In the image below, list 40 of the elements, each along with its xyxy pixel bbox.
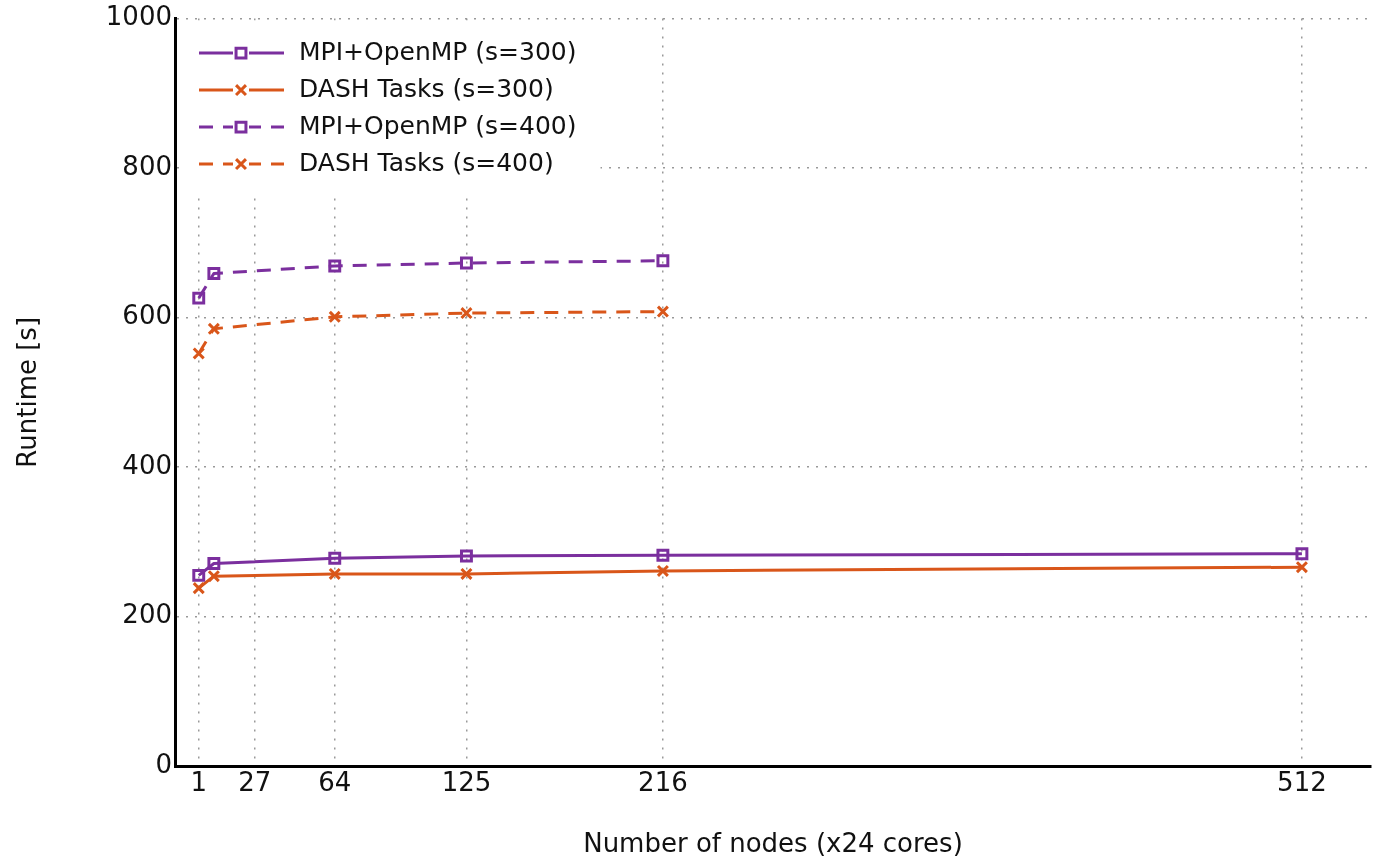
y-tick-label: 0 (155, 748, 172, 779)
y-tick-label: 400 (122, 449, 172, 480)
point (656, 305, 670, 319)
point (656, 548, 670, 562)
point (328, 551, 342, 565)
x-tick-label: 27 (238, 767, 272, 798)
point (459, 567, 473, 581)
y-tick-label: 800 (122, 150, 172, 181)
y-tick-label: 1000 (105, 1, 172, 32)
legend-label: MPI+OpenMP (s=300) (299, 36, 577, 66)
x-tick-label: 125 (441, 767, 492, 798)
y-tick-label: 200 (122, 599, 172, 630)
point (192, 291, 206, 305)
point (207, 569, 221, 583)
point (1295, 547, 1309, 561)
point (207, 267, 221, 280)
point (656, 564, 670, 578)
point (1295, 560, 1309, 574)
point (192, 346, 206, 360)
point (207, 557, 221, 570)
legend-label: DASH Tasks (s=400) (299, 147, 554, 177)
x-tick-label: 64 (318, 767, 352, 798)
point (192, 581, 206, 595)
point (328, 310, 342, 324)
x-tick-label: 512 (1277, 767, 1327, 798)
x-tick-label: 216 (638, 767, 688, 798)
x-tick-label: 1 (190, 767, 208, 798)
y-axis-title: Runtime [s] (12, 316, 43, 468)
point (459, 549, 473, 563)
point (328, 259, 342, 273)
point (192, 568, 206, 582)
point (656, 254, 670, 268)
point (207, 322, 221, 336)
point (459, 306, 473, 320)
y-tick-label: 600 (122, 300, 172, 331)
point (459, 256, 473, 270)
x-axis-title: Number of nodes (x24 cores) (583, 828, 963, 859)
point (328, 567, 342, 581)
legend-label: MPI+OpenMP (s=400) (299, 110, 577, 140)
legend-label: DASH Tasks (s=300) (299, 73, 554, 103)
